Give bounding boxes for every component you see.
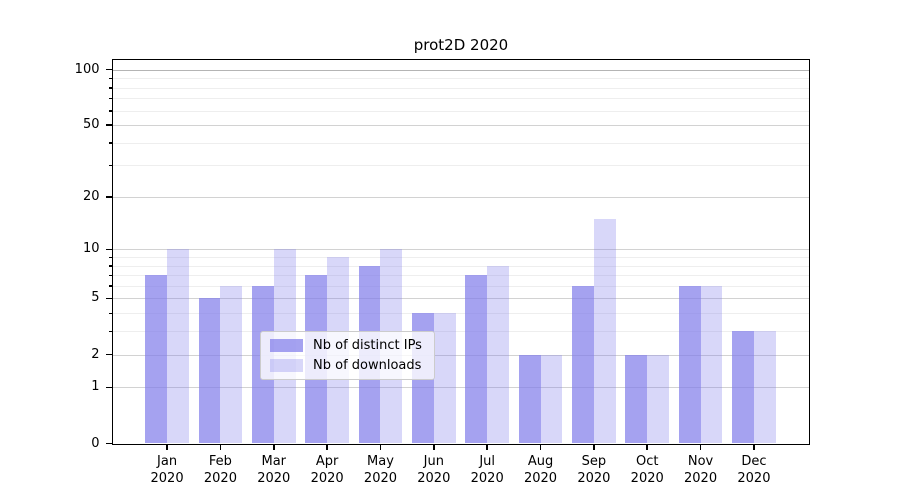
x-tick-label-nov: Nov 2020 [684, 453, 718, 486]
gridline-minor-90 [112, 78, 809, 80]
x-tick-sep [593, 445, 595, 450]
legend: Nb of distinct IPs Nb of downloads [260, 331, 435, 380]
y-minor-tick-7 [108, 274, 113, 277]
legend-entry-distinct-ips: Nb of distinct IPs [270, 338, 422, 353]
gridline-minor-3 [112, 331, 809, 333]
y-tick-50 [105, 124, 113, 126]
bar-aug-distinct-ips [518, 354, 541, 444]
x-tick-label-jan: Jan 2020 [150, 453, 184, 486]
x-tick-label-sep: Sep 2020 [577, 453, 611, 486]
y-minor-tick-40 [108, 142, 113, 144]
bar-feb-downloads [220, 285, 243, 444]
gridline-minor-80 [112, 87, 809, 89]
gridline-major-100 [112, 69, 809, 71]
y-minor-tick-8 [108, 265, 113, 267]
gridline-minor-70 [112, 98, 809, 100]
legend-swatch-distinct-ips [270, 339, 303, 352]
gridline-minor-6 [112, 285, 809, 287]
y-tick-label-0: 0 [91, 435, 100, 451]
gridline-minor-40 [112, 142, 809, 144]
bar-jun-downloads [433, 313, 456, 444]
y-minor-tick-3 [108, 330, 113, 333]
bar-oct-distinct-ips [625, 354, 648, 444]
x-tick-label-dec: Dec 2020 [737, 453, 771, 486]
x-tick-label-jun: Jun 2020 [417, 453, 451, 486]
x-tick-label-apr: Apr 2020 [310, 453, 344, 486]
y-tick-1 [105, 386, 113, 389]
bar-jul-downloads [487, 265, 509, 444]
gridline-major-50 [112, 125, 809, 127]
gridline-minor-30 [112, 165, 809, 167]
gridline-minor-60 [112, 110, 809, 112]
x-tick-label-aug: Aug 2020 [523, 453, 558, 486]
legend-swatch-downloads [270, 359, 303, 372]
y-tick-2 [105, 353, 113, 356]
legend-label-distinct-ips: Nb of distinct IPs [313, 338, 422, 353]
bar-sep-downloads [593, 218, 616, 444]
x-tick-nov [699, 445, 702, 450]
x-tick-dec [753, 445, 755, 450]
gridline-minor-9 [112, 257, 809, 259]
y-tick-label-2: 2 [91, 346, 100, 362]
y-minor-tick-9 [108, 256, 113, 259]
gridline-major-5 [112, 298, 809, 300]
gridline-major-20 [112, 196, 809, 198]
bar-aug-downloads [540, 354, 563, 444]
y-minor-tick-70 [108, 97, 113, 100]
y-tick-5 [105, 297, 113, 300]
x-tick-jan [166, 445, 168, 450]
x-tick-feb [219, 445, 222, 450]
x-tick-oct [646, 445, 648, 450]
y-tick-label-5: 5 [91, 290, 100, 306]
bar-jul-distinct-ips [465, 275, 488, 444]
y-tick-label-10: 10 [82, 241, 100, 257]
bar-dec-downloads [753, 331, 776, 444]
x-tick-may [379, 445, 382, 450]
x-tick-label-may: May 2020 [363, 453, 398, 486]
bar-oct-downloads [647, 354, 670, 444]
y-tick-20 [105, 196, 113, 198]
chart-title: prot2D 2020 [413, 36, 509, 54]
y-tick-100 [105, 68, 113, 71]
legend-entry-downloads: Nb of downloads [270, 358, 422, 373]
y-minor-tick-30 [108, 164, 113, 167]
x-tick-aug [539, 445, 542, 450]
y-tick-label-50: 50 [82, 117, 100, 133]
x-tick-jul [486, 445, 488, 450]
legend-label-downloads: Nb of downloads [313, 358, 422, 373]
y-minor-tick-4 [108, 312, 113, 315]
x-tick-mar [273, 445, 275, 450]
gridline-major-1 [112, 387, 809, 389]
bar-nov-downloads [700, 285, 723, 444]
gridline-major-10 [112, 249, 809, 251]
x-tick-label-mar: Mar 2020 [257, 453, 291, 486]
bar-feb-distinct-ips [198, 298, 221, 444]
bar-nov-distinct-ips [678, 285, 701, 444]
y-minor-tick-60 [108, 110, 113, 112]
x-tick-jun [433, 445, 435, 450]
bar-jan-downloads [167, 249, 189, 444]
x-tick-apr [326, 445, 328, 450]
y-tick-0 [105, 442, 113, 445]
gridline-major-2 [112, 354, 809, 356]
bar-dec-distinct-ips [732, 331, 754, 444]
gridline-minor-4 [112, 313, 809, 315]
plot-area: 0 1 2 5 10 20 50 100 Jan 2020 Feb 2020 Mar 2020 Apr 202… [75, 58, 810, 486]
gridline-minor-8 [112, 265, 809, 267]
x-tick-label-oct: Oct 2020 [630, 453, 664, 486]
gridline-minor-7 [112, 275, 809, 277]
y-tick-10 [105, 248, 113, 251]
x-tick-label-feb: Feb 2020 [203, 453, 237, 486]
y-tick-label-20: 20 [82, 188, 100, 204]
x-tick-label-jul: Jul 2020 [470, 453, 504, 486]
y-minor-tick-80 [108, 87, 113, 89]
bar-jan-distinct-ips [145, 275, 168, 444]
bar-sep-distinct-ips [572, 285, 594, 444]
y-minor-tick-90 [108, 77, 113, 80]
y-tick-label-1: 1 [91, 379, 100, 395]
y-tick-label-100: 100 [74, 61, 100, 77]
y-minor-tick-6 [108, 285, 113, 287]
